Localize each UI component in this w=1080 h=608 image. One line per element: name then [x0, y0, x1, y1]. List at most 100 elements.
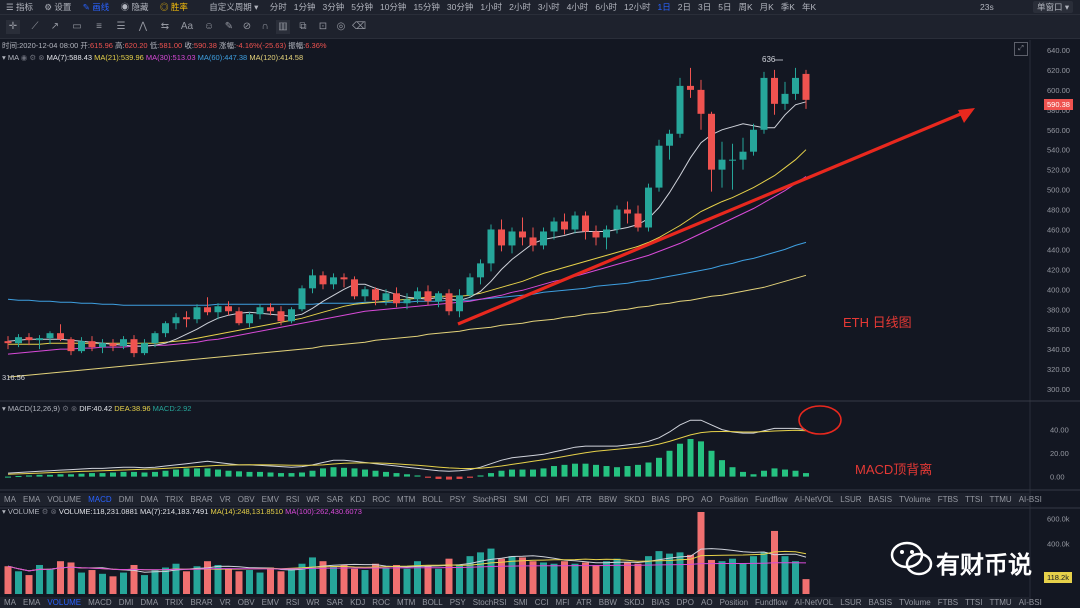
indicator-tab-ftbs[interactable]: FTBS [937, 495, 959, 504]
settings-icon[interactable]: ⚙ ⊗ [62, 404, 78, 413]
period-1[interactable]: 1分钟 [293, 2, 316, 12]
indicator-tab-smi[interactable]: SMI [513, 495, 528, 504]
indicator-tab-lsur[interactable]: LSUR [840, 495, 862, 504]
indicator-tab-ema[interactable]: EMA [23, 495, 41, 504]
indicator-tab-bbw[interactable]: BBW [598, 598, 617, 607]
indicator-tab-ai-netvol[interactable]: AI-NetVOL [794, 598, 834, 607]
indicator-tab-dpo[interactable]: DPO [676, 495, 694, 504]
indicator-tab-emv[interactable]: EMV [261, 598, 279, 607]
channel-tool-icon[interactable]: ≡ [96, 21, 102, 32]
indicator-tab-bbw[interactable]: BBW [598, 495, 617, 504]
period-4[interactable]: 10分钟 [379, 2, 407, 12]
period-12[interactable]: 12小时 [624, 2, 651, 12]
indicator-tab-ao[interactable]: AO [701, 495, 713, 504]
indicator-tab-psy[interactable]: PSY [449, 598, 466, 607]
period-16[interactable]: 5日 [718, 2, 732, 12]
period-11[interactable]: 6小时 [595, 2, 618, 12]
indicator-tab-ttmu[interactable]: TTMU [989, 495, 1012, 504]
rectangle-tool-icon[interactable]: ▭ [72, 21, 82, 32]
indicator-tab-brar[interactable]: BRAR [190, 598, 213, 607]
indicator-tab-bias[interactable]: BIAS [651, 598, 670, 607]
period-2[interactable]: 3分钟 [322, 2, 345, 12]
line-tool-icon[interactable]: ⟋ [31, 21, 39, 32]
period-3[interactable]: 5分钟 [351, 2, 373, 12]
measure-tool-icon[interactable]: ⇆ [160, 21, 170, 32]
indicator-tab-wr[interactable]: WR [306, 495, 320, 504]
indicator-tab-volume[interactable]: VOLUME [47, 598, 82, 607]
period-14[interactable]: 2日 [677, 2, 691, 12]
indicator-tab-bias[interactable]: BIAS [651, 495, 670, 504]
indicator-tab-cci[interactable]: CCI [534, 598, 549, 607]
indicator-tab-mfi[interactable]: MFI [555, 495, 570, 504]
indicator-tab-dma[interactable]: DMA [140, 495, 159, 504]
indicator-tab-atr[interactable]: ATR [576, 495, 592, 504]
indicator-tab-lsur[interactable]: LSUR [840, 598, 862, 607]
indicator-tab-trix[interactable]: TRIX [165, 598, 184, 607]
indicator-tab-atr[interactable]: ATR [576, 598, 592, 607]
indicator-tab-ttsi[interactable]: TTSI [965, 495, 983, 504]
settings-icon[interactable]: ⚙ ⊗ [41, 507, 57, 516]
period-5[interactable]: 15分钟 [413, 2, 440, 12]
indicator-tab-ai-netvol[interactable]: AI-NetVOL [794, 495, 834, 504]
ray-tool-icon[interactable]: ↗ [50, 21, 60, 32]
period-0[interactable]: 分时 [269, 2, 287, 12]
period-7[interactable]: 1小时 [480, 2, 503, 12]
period-19[interactable]: 季K [780, 2, 795, 12]
indicator-tab-fundflow[interactable]: Fundflow [755, 495, 788, 504]
hide-menu[interactable]: ◉ 隐藏 [120, 2, 149, 12]
indicator-tab-dpo[interactable]: DPO [676, 598, 694, 607]
period-20[interactable]: 年K [801, 2, 817, 12]
collapse-icon[interactable]: ▾ [2, 404, 6, 413]
period-9[interactable]: 3小时 [537, 2, 560, 12]
indicator-tab-psy[interactable]: PSY [449, 495, 466, 504]
indicator-tab-skdj[interactable]: SKDJ [623, 495, 645, 504]
indicator-tab-dmi[interactable]: DMI [118, 495, 134, 504]
indicator-tab-position[interactable]: Position [719, 598, 749, 607]
indicator-tab-basis[interactable]: BASIS [868, 495, 893, 504]
indicator-tab-vr[interactable]: VR [219, 598, 231, 607]
collapse-icon[interactable]: ▾ [2, 53, 6, 62]
collapse-icon[interactable]: ▾ [2, 507, 6, 516]
indicator-tab-wr[interactable]: WR [306, 598, 320, 607]
indicator-tab-trix[interactable]: TRIX [165, 495, 184, 504]
text-tool-icon[interactable]: Aa [180, 21, 194, 32]
layout-icon[interactable]: ▥ [276, 20, 290, 34]
fullscreen-icon[interactable]: ⤢ [1014, 42, 1028, 56]
indicator-tab-brar[interactable]: BRAR [190, 495, 213, 504]
fibonacci-tool-icon[interactable]: ☰ [116, 21, 126, 32]
indicator-tab-fundflow[interactable]: Fundflow [755, 598, 788, 607]
indicator-tab-mtm[interactable]: MTM [397, 495, 416, 504]
indicator-tab-ftbs[interactable]: FTBS [937, 598, 959, 607]
indicator-tab-sar[interactable]: SAR [326, 495, 344, 504]
indicator-tab-macd[interactable]: MACD [88, 598, 112, 607]
ruler-tool-icon[interactable]: ⊘ [242, 21, 252, 32]
period-6[interactable]: 30分钟 [446, 2, 474, 12]
indicator-tab-obv[interactable]: OBV [237, 598, 255, 607]
indicator-tab-rsi[interactable]: RSI [286, 598, 300, 607]
visibility-icon[interactable]: ◎ [336, 21, 346, 32]
indicator-tab-tvolume[interactable]: TVolume [899, 495, 931, 504]
eye-icon[interactable]: ◉ ⚙ ⊗ [20, 53, 45, 62]
indicator-tab-roc[interactable]: ROC [372, 598, 391, 607]
indicator-tab-roc[interactable]: ROC [372, 495, 391, 504]
indicator-tab-smi[interactable]: SMI [513, 598, 528, 607]
magnet-icon[interactable]: ∩ [261, 21, 269, 32]
indicator-tab-ttmu[interactable]: TTMU [989, 598, 1012, 607]
winrate-menu[interactable]: ◎ 胜率 [159, 2, 188, 12]
indicator-tab-kdj[interactable]: KDJ [350, 495, 366, 504]
custom-period-dropdown[interactable]: 自定义周期 ▾ [209, 2, 259, 12]
indicator-tab-boll[interactable]: BOLL [422, 598, 443, 607]
indicator-tab-ao[interactable]: AO [701, 598, 713, 607]
indicator-tab-volume[interactable]: VOLUME [47, 495, 82, 504]
brush-tool-icon[interactable]: ✎ [224, 21, 234, 32]
indicator-tab-tvolume[interactable]: TVolume [899, 598, 931, 607]
indicator-tab-dmi[interactable]: DMI [118, 598, 134, 607]
indicator-tab-macd[interactable]: MACD [88, 495, 112, 504]
indicator-tab-mfi[interactable]: MFI [555, 598, 570, 607]
indicator-tab-obv[interactable]: OBV [237, 495, 255, 504]
indicator-tab-cci[interactable]: CCI [534, 495, 549, 504]
period-15[interactable]: 3日 [697, 2, 712, 12]
crosshair-icon[interactable]: ✛ [6, 20, 20, 34]
indicator-tab-sar[interactable]: SAR [326, 598, 344, 607]
